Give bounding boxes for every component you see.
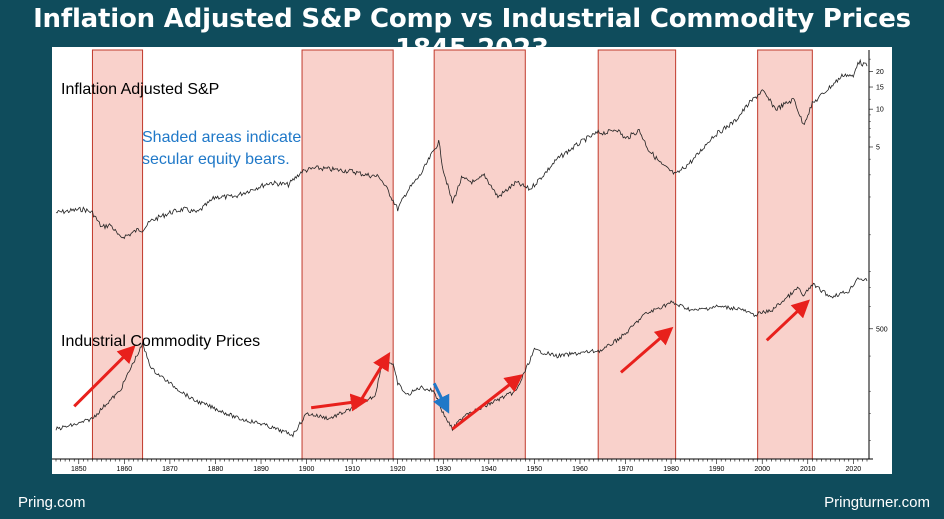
red-trend-arrow-2	[310, 393, 369, 412]
x-tick-label: 2000	[754, 466, 770, 473]
x-tick-label: 1950	[527, 466, 543, 473]
shaded-bear-period-3	[433, 49, 526, 460]
x-tick-label: 1860	[117, 466, 133, 473]
x-tick-label: 1970	[618, 466, 634, 473]
x-tick-label: 1880	[208, 466, 224, 473]
x-tick-label: 1920	[390, 466, 406, 473]
red-trend-arrow-5	[619, 326, 674, 374]
x-tick-label: 1900	[299, 466, 315, 473]
shaded-bear-period-1	[91, 49, 144, 460]
y-tick-label: 15	[876, 85, 884, 92]
sp-series-line	[55, 58, 868, 240]
red-trend-arrow-3	[359, 351, 391, 401]
x-tick-label: 1930	[435, 466, 451, 473]
x-tick-label: 1990	[709, 466, 725, 473]
red-trend-arrow-6	[765, 299, 810, 342]
x-tick-label: 1890	[253, 466, 269, 473]
red-trend-arrow-1	[73, 345, 136, 408]
shaded-bear-period-4	[597, 49, 677, 460]
x-tick-label: 2020	[846, 466, 862, 473]
annotation-line-1: Shaded areas indicate	[142, 129, 301, 146]
chart-svg: 1850 1860 1870 1880 1890 1900 1910 1920 1930 1940…	[52, 49, 888, 473]
red-trend-arrow-4	[451, 374, 524, 431]
x-tick-label: 1980	[663, 466, 679, 473]
y-tick-label: 20	[876, 69, 884, 76]
x-tick-label: 1850	[71, 466, 87, 473]
footer-right-brand: Pringturner.com	[824, 494, 930, 511]
x-tick-label: 2010	[800, 466, 816, 473]
blue-trend-arrow	[432, 382, 450, 414]
shaded-bear-period-2	[301, 49, 394, 460]
x-tick-label: 1940	[481, 466, 497, 473]
annotation-line-2: secular equity bears.	[142, 151, 290, 168]
x-tick-label: 1960	[572, 466, 588, 473]
y-tick-label: 5	[876, 144, 880, 151]
sp-series-label: Inflation Adjusted S&P	[61, 81, 219, 98]
shaded-bear-period-5	[757, 49, 813, 460]
footer-left-brand: Pring.com	[18, 494, 86, 511]
chart-plot-area: 1850 1860 1870 1880 1890 1900 1910 1920 1930 1940…	[52, 47, 892, 474]
commodity-series-label: Industrial Commodity Prices	[61, 333, 260, 350]
x-tick-label: 1910	[344, 466, 360, 473]
x-tick-label: 1870	[162, 466, 178, 473]
y-tick-label: 10	[876, 107, 884, 114]
y-tick-label-500: 500	[876, 326, 888, 333]
